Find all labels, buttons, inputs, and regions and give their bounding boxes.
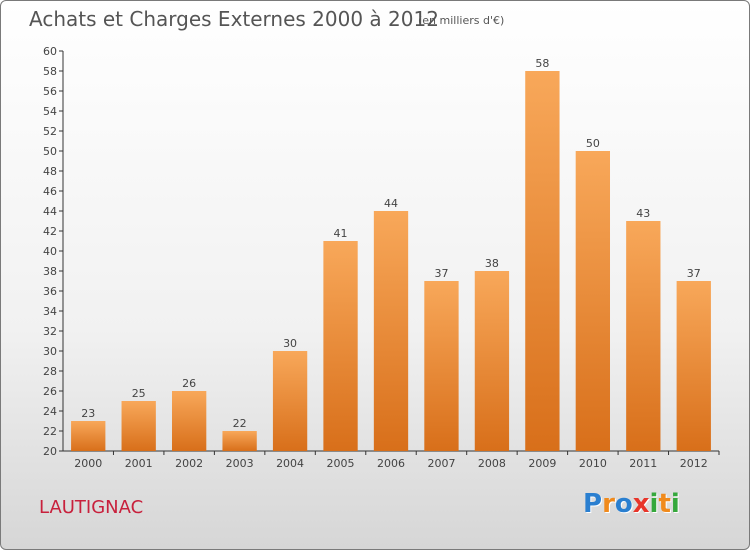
y-tick-label: 40 — [43, 245, 57, 258]
y-tick-label: 34 — [43, 305, 57, 318]
y-tick-label: 22 — [43, 425, 57, 438]
y-tick-label: 24 — [43, 405, 57, 418]
bar-2005 — [323, 241, 358, 451]
bar-value-label: 50 — [586, 137, 600, 150]
x-tick-label: 2003 — [226, 457, 254, 470]
bar-2012 — [676, 281, 711, 451]
bar-value-label: 30 — [283, 337, 297, 350]
bar-2009 — [525, 71, 560, 451]
bar-value-label: 22 — [233, 417, 247, 430]
x-tick-label: 2010 — [579, 457, 607, 470]
x-tick-label: 2007 — [427, 457, 455, 470]
logo-letter: t — [658, 489, 671, 519]
bar-value-label: 37 — [687, 267, 701, 280]
bar-2000 — [71, 421, 106, 451]
y-tick-label: 30 — [43, 345, 57, 358]
bar-value-label: 41 — [334, 227, 348, 240]
x-tick-label: 2000 — [74, 457, 102, 470]
chart-title: Achats et Charges Externes 2000 à 2012 — [29, 7, 439, 31]
x-tick-label: 2002 — [175, 457, 203, 470]
y-tick-label: 42 — [43, 225, 57, 238]
x-tick-label: 2004 — [276, 457, 304, 470]
bar-value-label: 43 — [636, 207, 650, 220]
bar-value-label: 25 — [132, 387, 146, 400]
bar-value-label: 58 — [535, 57, 549, 70]
bar-2002 — [171, 391, 207, 451]
x-tick-label: 2008 — [478, 457, 506, 470]
bar-2003 — [222, 431, 257, 451]
y-tick-label: 38 — [43, 265, 57, 278]
proxiti-logo: Proxiti — [583, 489, 680, 519]
logo-letter: P — [583, 489, 603, 519]
bar-value-label: 23 — [81, 407, 95, 420]
bar-2006 — [373, 211, 409, 451]
x-tick-label: 2012 — [680, 457, 708, 470]
y-tick-label: 46 — [43, 185, 57, 198]
y-tick-label: 28 — [43, 365, 57, 378]
y-tick-label: 56 — [43, 85, 57, 98]
y-tick-label: 20 — [43, 445, 57, 458]
y-tick-label: 44 — [43, 205, 57, 218]
x-tick-label: 2006 — [377, 457, 405, 470]
x-tick-label: 2011 — [629, 457, 657, 470]
x-tick-label: 2009 — [528, 457, 556, 470]
y-tick-label: 48 — [43, 165, 57, 178]
bar-2010 — [575, 151, 611, 451]
bar-2008 — [474, 271, 510, 451]
y-tick-label: 36 — [43, 285, 57, 298]
chart-subtitle: (en milliers d'€) — [418, 14, 505, 27]
y-tick-label: 52 — [43, 125, 57, 138]
y-tick-label: 54 — [43, 105, 57, 118]
bar-2004 — [272, 351, 308, 451]
bar-2001 — [121, 401, 156, 451]
bar-2011 — [626, 221, 661, 451]
x-tick-label: 2001 — [125, 457, 153, 470]
bar-value-label: 37 — [434, 267, 448, 280]
y-tick-label: 60 — [43, 45, 57, 58]
y-tick-label: 50 — [43, 145, 57, 158]
y-tick-label: 26 — [43, 385, 57, 398]
bar-2007 — [424, 281, 459, 451]
bar-value-label: 44 — [384, 197, 398, 210]
logo-letter: i — [649, 489, 659, 519]
logo-letter: o — [614, 489, 633, 519]
commune-name: LAUTIGNAC — [39, 497, 144, 518]
y-tick-label: 58 — [43, 65, 57, 78]
y-axis: 20 22 24 26 28 30 32 34 36 38 40 42 44 46 48 50 52 54 56 58… — [43, 45, 64, 458]
logo-letter: r — [602, 489, 615, 519]
x-axis: 2000 2001 2002 2003 2004 2005 2006 2007 2008 2009… — [63, 450, 720, 470]
bar-value-label: 38 — [485, 257, 499, 270]
bars: 23 25 26 22 30 41 44 37 38 58 50 43 37 — [71, 57, 711, 451]
logo-letter: x — [632, 489, 650, 519]
logo-letter: i — [670, 489, 680, 519]
y-tick-label: 32 — [43, 325, 57, 338]
x-tick-label: 2005 — [327, 457, 355, 470]
bar-value-label: 26 — [182, 377, 196, 390]
